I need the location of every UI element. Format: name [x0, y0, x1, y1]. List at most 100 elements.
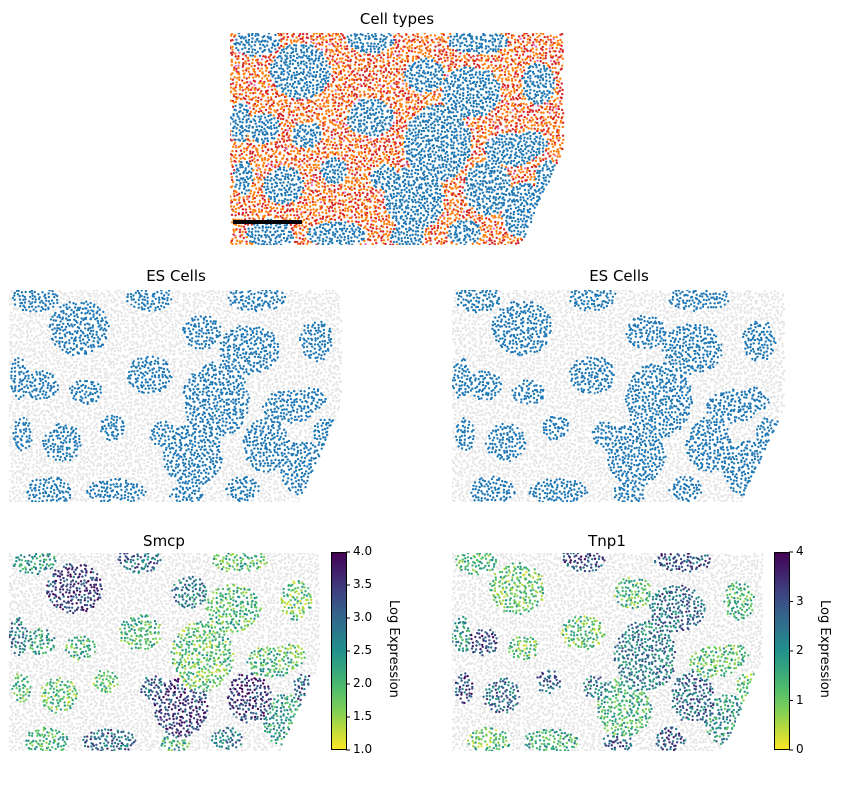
cell-point: [272, 114, 275, 117]
cell-point: [376, 164, 379, 168]
cell-point: [468, 44, 471, 47]
cell-point: [389, 173, 392, 176]
cell-point: [351, 169, 354, 172]
cell-point: [429, 153, 432, 156]
cell-point: [334, 92, 337, 96]
cell-point: [323, 182, 326, 185]
cell-point: [544, 75, 548, 78]
cell-point: [505, 162, 509, 165]
cell-point: [470, 139, 473, 142]
cell-point: [439, 57, 443, 60]
cell-point: [234, 43, 237, 46]
cell-point: [463, 138, 466, 141]
cell-point: [359, 41, 362, 44]
cell-point: [420, 183, 423, 186]
cell-point: [494, 59, 497, 62]
cell-point: [245, 111, 249, 114]
cell-point: [414, 100, 418, 103]
cell-point: [312, 131, 315, 135]
cell-point: [266, 142, 269, 146]
cell-point: [355, 93, 358, 96]
cell-point: [484, 77, 488, 81]
cell-point: [497, 119, 500, 122]
cell-point: [365, 126, 369, 130]
cell-point: [299, 125, 302, 128]
cell-point: [554, 90, 558, 94]
cell-point: [331, 55, 335, 58]
cell-point: [542, 61, 545, 65]
cell-point: [411, 175, 414, 178]
cell-point: [498, 134, 501, 137]
cell-point: [282, 70, 286, 73]
cell-point: [383, 141, 386, 144]
cell-point: [560, 116, 563, 120]
cell-point: [246, 177, 250, 181]
cell-point: [473, 115, 477, 118]
cell-point: [423, 178, 426, 181]
cell-point: [380, 44, 383, 47]
cell-point: [445, 150, 449, 154]
cell-point: [515, 128, 518, 131]
cell-point: [448, 33, 452, 35]
cell-point: [555, 46, 558, 50]
cell-point: [427, 66, 431, 69]
cell-point: [381, 176, 385, 179]
cell-point: [267, 85, 270, 89]
cell-point: [557, 112, 561, 116]
cell-point: [550, 139, 553, 143]
cell-point: [555, 111, 558, 114]
cell-point: [326, 155, 330, 158]
cell-point: [287, 181, 290, 184]
cell-point: [297, 39, 300, 42]
cell-point: [541, 78, 545, 82]
cell-point: [434, 45, 437, 48]
cell-point: [561, 125, 564, 129]
cell-point: [397, 95, 400, 98]
cell-point: [253, 80, 257, 83]
cell-point: [270, 127, 273, 130]
cell-point: [544, 82, 547, 85]
cell-point: [393, 43, 396, 46]
cell-point: [379, 167, 382, 170]
cell-point: [463, 158, 466, 162]
cell-point: [386, 168, 390, 171]
cell-point: [282, 33, 285, 35]
cell-point: [241, 65, 244, 68]
cell-point: [396, 160, 399, 163]
cell-point: [398, 185, 402, 188]
cell-point: [307, 104, 311, 108]
cell-point: [249, 88, 253, 91]
cell-point: [256, 153, 260, 157]
cell-point: [544, 176, 547, 179]
cell-point: [294, 118, 297, 121]
cell-point: [267, 114, 270, 118]
cell-point: [436, 107, 440, 111]
cell-point: [535, 48, 538, 51]
cell-point: [333, 104, 336, 108]
cell-point: [551, 56, 554, 59]
cell-point: [511, 146, 514, 149]
cell-point: [389, 85, 393, 88]
cell-point: [542, 144, 545, 147]
cell-point: [350, 154, 353, 157]
cell-point: [453, 131, 456, 134]
cell-point: [354, 146, 357, 149]
cell-point: [512, 159, 516, 163]
cell-point: [237, 73, 241, 76]
cell-point: [336, 181, 340, 184]
cell-point: [552, 159, 555, 163]
cell-point: [234, 100, 238, 104]
cell-point: [290, 139, 293, 142]
cell-point: [319, 80, 323, 84]
cell-point: [267, 56, 270, 59]
cell-point: [280, 67, 283, 70]
cell-point: [367, 61, 370, 64]
cell-point: [352, 85, 355, 89]
cell-point: [467, 137, 471, 141]
cell-point: [449, 98, 452, 101]
cell-point: [357, 37, 361, 40]
cell-point: [469, 76, 473, 80]
cell-point: [510, 182, 514, 185]
cell-point: [248, 106, 252, 110]
cell-point: [260, 174, 263, 177]
